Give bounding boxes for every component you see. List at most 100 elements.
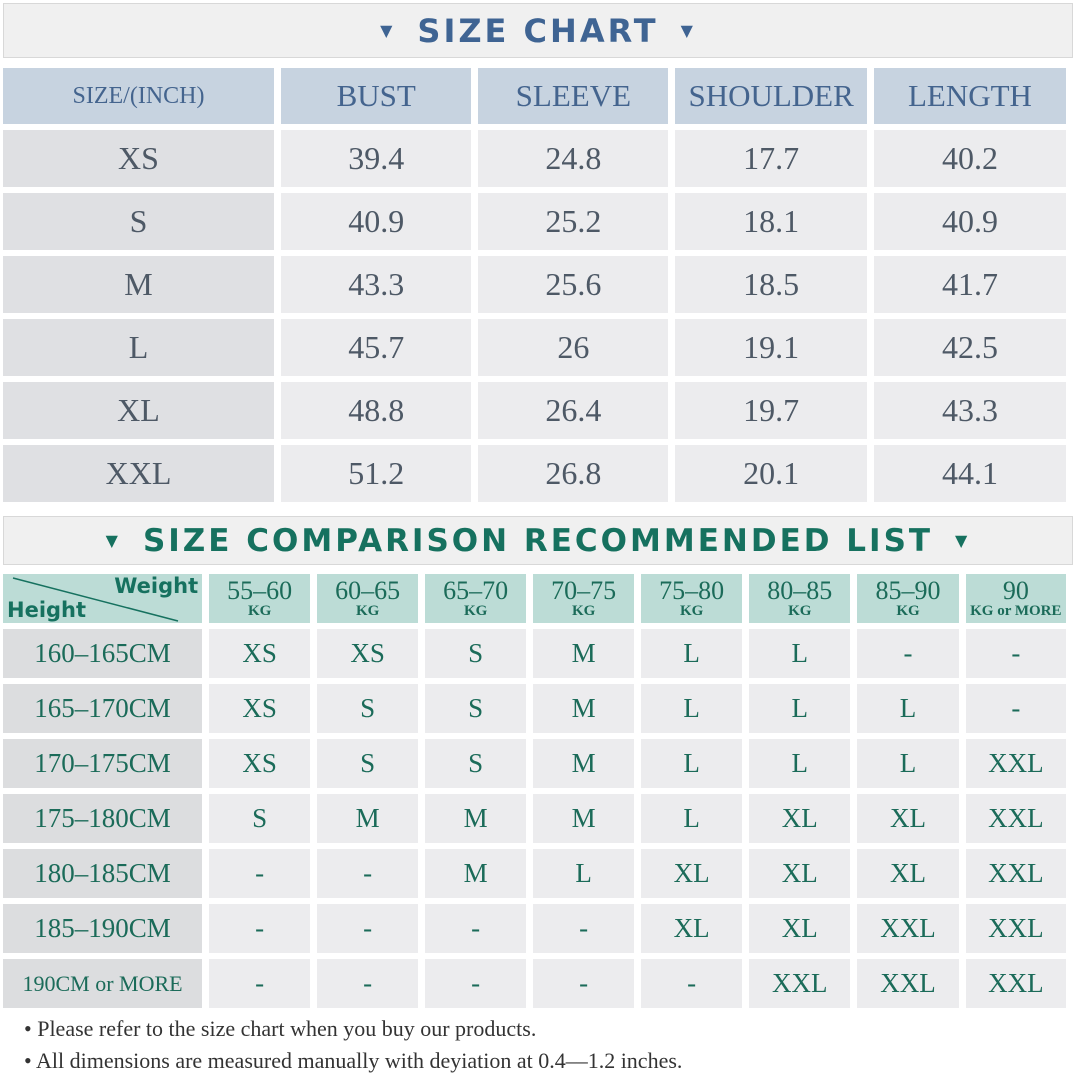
weight-range: 80–85	[767, 576, 833, 605]
table-row: M 43.3 25.6 18.5 41.7	[3, 256, 1066, 313]
size-cell: -	[425, 904, 527, 953]
weight-range: 75–80	[659, 576, 725, 605]
measure-cell: 18.1	[675, 193, 867, 250]
measure-cell: 25.6	[478, 256, 669, 313]
height-range: 165–170CM	[3, 684, 203, 733]
triangle-down-icon: ▼	[105, 531, 121, 550]
weight-range: 55–60	[227, 576, 293, 605]
table-row: 160–165CM XS XS S M L L - -	[3, 629, 1066, 678]
diagonal-divider	[12, 577, 179, 622]
size-cell: XS	[209, 739, 311, 788]
weight-unit: KG	[896, 603, 920, 619]
size-cell: L	[533, 849, 635, 898]
size-cell: L	[857, 739, 959, 788]
size-cell: -	[317, 904, 419, 953]
size-chart-table: SIZE/(INCH) BUST SLEEVE SHOULDER LENGTH XS 39.…	[0, 62, 1073, 508]
size-cell: XXL	[749, 959, 851, 1008]
table-row: 170–175CM XS S S M L L L XXL	[3, 739, 1066, 788]
size-label: S	[3, 193, 274, 250]
column-header: BUST	[281, 68, 472, 124]
weight-unit: KG	[788, 603, 812, 619]
height-range: 190CM or MORE	[3, 959, 203, 1008]
size-cell: XXL	[857, 904, 959, 953]
table-row: 175–180CM S M M M L XL XL XXL	[3, 794, 1066, 843]
table-row: 180–185CM - - M L XL XL XL XXL	[3, 849, 1066, 898]
height-range: 170–175CM	[3, 739, 203, 788]
size-cell: L	[641, 794, 743, 843]
measure-cell: 39.4	[281, 130, 472, 187]
size-cell: -	[209, 959, 311, 1008]
note-2: • All dimensions are measured manually w…	[24, 1048, 683, 1073]
corner-header: Weight Height	[3, 574, 203, 623]
size-label: L	[3, 319, 274, 376]
height-range: 185–190CM	[3, 904, 203, 953]
size-cell: XXL	[965, 849, 1066, 898]
table-row: S 40.9 25.2 18.1 40.9	[3, 193, 1066, 250]
size-cell: XL	[749, 904, 851, 953]
weight-header: 60–65 KG	[317, 574, 419, 623]
table-row: XL 48.8 26.4 19.7 43.3	[3, 382, 1066, 439]
size-cell: S	[209, 794, 311, 843]
measure-cell: 19.7	[675, 382, 867, 439]
measure-cell: 41.7	[873, 256, 1066, 313]
weight-header: 70–75 KG	[533, 574, 635, 623]
size-cell: -	[533, 904, 635, 953]
size-cell: S	[425, 629, 527, 678]
size-cell: -	[317, 959, 419, 1008]
size-cell: S	[317, 739, 419, 788]
size-cell: M	[533, 794, 635, 843]
weight-header: 80–85 KG	[749, 574, 851, 623]
size-cell: -	[965, 684, 1066, 733]
size-cell: L	[641, 629, 743, 678]
measure-cell: 20.1	[675, 445, 867, 502]
size-cell: -	[209, 849, 311, 898]
size-cell: XXL	[965, 739, 1066, 788]
note-1: • Please refer to the size chart when yo…	[24, 1016, 537, 1041]
size-cell: XL	[641, 849, 743, 898]
size-cell: M	[533, 629, 635, 678]
size-cell: M	[425, 794, 527, 843]
height-label: Height	[7, 598, 87, 622]
size-cell: L	[749, 629, 851, 678]
weight-header: 75–80 KG	[641, 574, 743, 623]
weight-header: 55–60 KG	[209, 574, 311, 623]
recommend-title: SIZE COMPARISON RECOMMENDED LIST	[142, 522, 934, 559]
column-header: SIZE/(INCH)	[3, 68, 274, 124]
size-cell: -	[857, 629, 959, 678]
measure-cell: 42.5	[873, 319, 1066, 376]
size-cell: -	[533, 959, 635, 1008]
measure-cell: 51.2	[281, 445, 472, 502]
weight-label: Weight	[114, 574, 199, 598]
weight-range: 90	[1002, 576, 1029, 605]
size-cell: XXL	[857, 959, 959, 1008]
size-cell: L	[641, 739, 743, 788]
size-cell: XXL	[965, 959, 1066, 1008]
size-cell: L	[749, 684, 851, 733]
measure-cell: 45.7	[281, 319, 472, 376]
weight-unit: KG or MORE	[970, 603, 1062, 619]
table-row: XXL 51.2 26.8 20.1 44.1	[3, 445, 1066, 502]
size-cell: XS	[209, 684, 311, 733]
measure-cell: 17.7	[675, 130, 867, 187]
size-cell: S	[317, 684, 419, 733]
measure-cell: 44.1	[873, 445, 1066, 502]
recommend-header-row: Weight Height 55–60 KG 60–65 KG 65–70 KG 70–75 KG…	[3, 574, 1066, 623]
size-cell: XS	[317, 629, 419, 678]
weight-unit: KG	[355, 603, 380, 619]
size-cell: XL	[749, 849, 851, 898]
weight-range: 85–90	[875, 576, 941, 605]
measure-cell: 40.9	[281, 193, 472, 250]
weight-unit: KG	[679, 603, 704, 619]
measure-cell: 43.3	[281, 256, 472, 313]
size-cell: M	[317, 794, 419, 843]
size-cell: L	[641, 684, 743, 733]
measure-cell: 25.2	[478, 193, 669, 250]
recommend-title-bar: ▼ SIZE COMPARISON RECOMMENDED LIST ▼	[3, 516, 1073, 565]
measure-cell: 48.8	[281, 382, 472, 439]
size-label: XL	[3, 382, 274, 439]
size-cell: S	[425, 684, 527, 733]
weight-header: 65–70 KG	[425, 574, 527, 623]
size-cell: -	[425, 959, 527, 1008]
table-row: XS 39.4 24.8 17.7 40.2	[3, 130, 1066, 187]
size-cell: -	[965, 629, 1066, 678]
